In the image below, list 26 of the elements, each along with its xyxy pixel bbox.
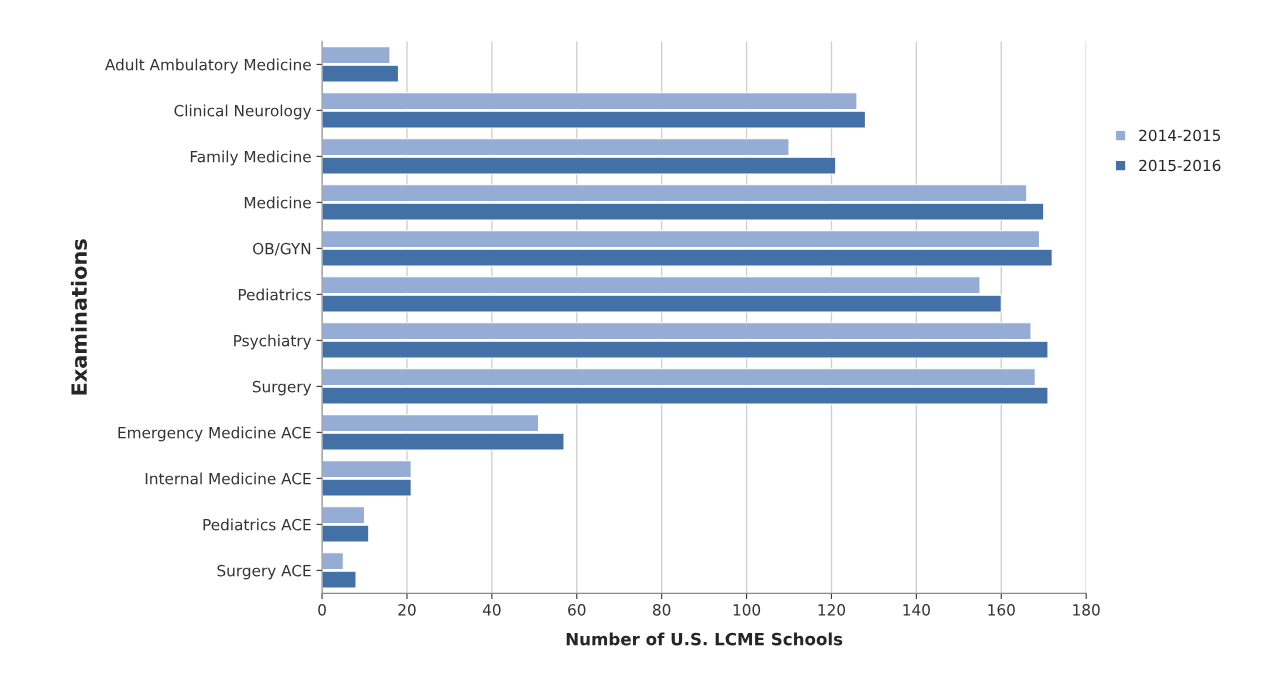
x-axis-title: Number of U.S. LCME Schools — [566, 632, 843, 646]
y-tick-label: Medicine — [244, 196, 311, 209]
x-tick-label: 160 — [988, 604, 1015, 616]
y-tick-label: Family Medicine — [190, 150, 311, 166]
x-tick-label: 20 — [398, 604, 416, 616]
y-axis-title: Examinations — [70, 239, 87, 395]
y-tick-label: Internal Medicine ACE — [145, 472, 311, 485]
y-tick-label: Emergency Medicine ACE — [118, 426, 311, 442]
y-tick-label: Surgery ACE — [217, 564, 311, 580]
x-tick-label: 60 — [568, 604, 586, 616]
x-tick-label: 120 — [818, 604, 846, 616]
x-tick-label: 40 — [482, 604, 501, 616]
legend-label: 2014-2015 — [1139, 129, 1221, 142]
x-tick-label: 140 — [903, 604, 930, 616]
x-tick-label: 100 — [733, 604, 761, 616]
y-tick-label: Pediatrics ACE — [203, 518, 311, 531]
y-tick-label: Clinical Neurology — [174, 104, 312, 120]
x-tick-label: 80 — [652, 604, 671, 616]
x-tick-label: 180 — [1073, 604, 1100, 616]
y-tick-label: Pediatrics — [238, 288, 311, 301]
y-tick-label: OB/GYN — [253, 242, 311, 256]
y-tick-label: Psychiatry — [234, 334, 312, 350]
x-tick-label: 0 — [318, 604, 326, 616]
legend-label: 2015-2016 — [1139, 159, 1221, 172]
y-tick-label: Adult Ambulatory Medicine — [105, 58, 311, 74]
y-tick-label: Surgery — [252, 380, 312, 396]
